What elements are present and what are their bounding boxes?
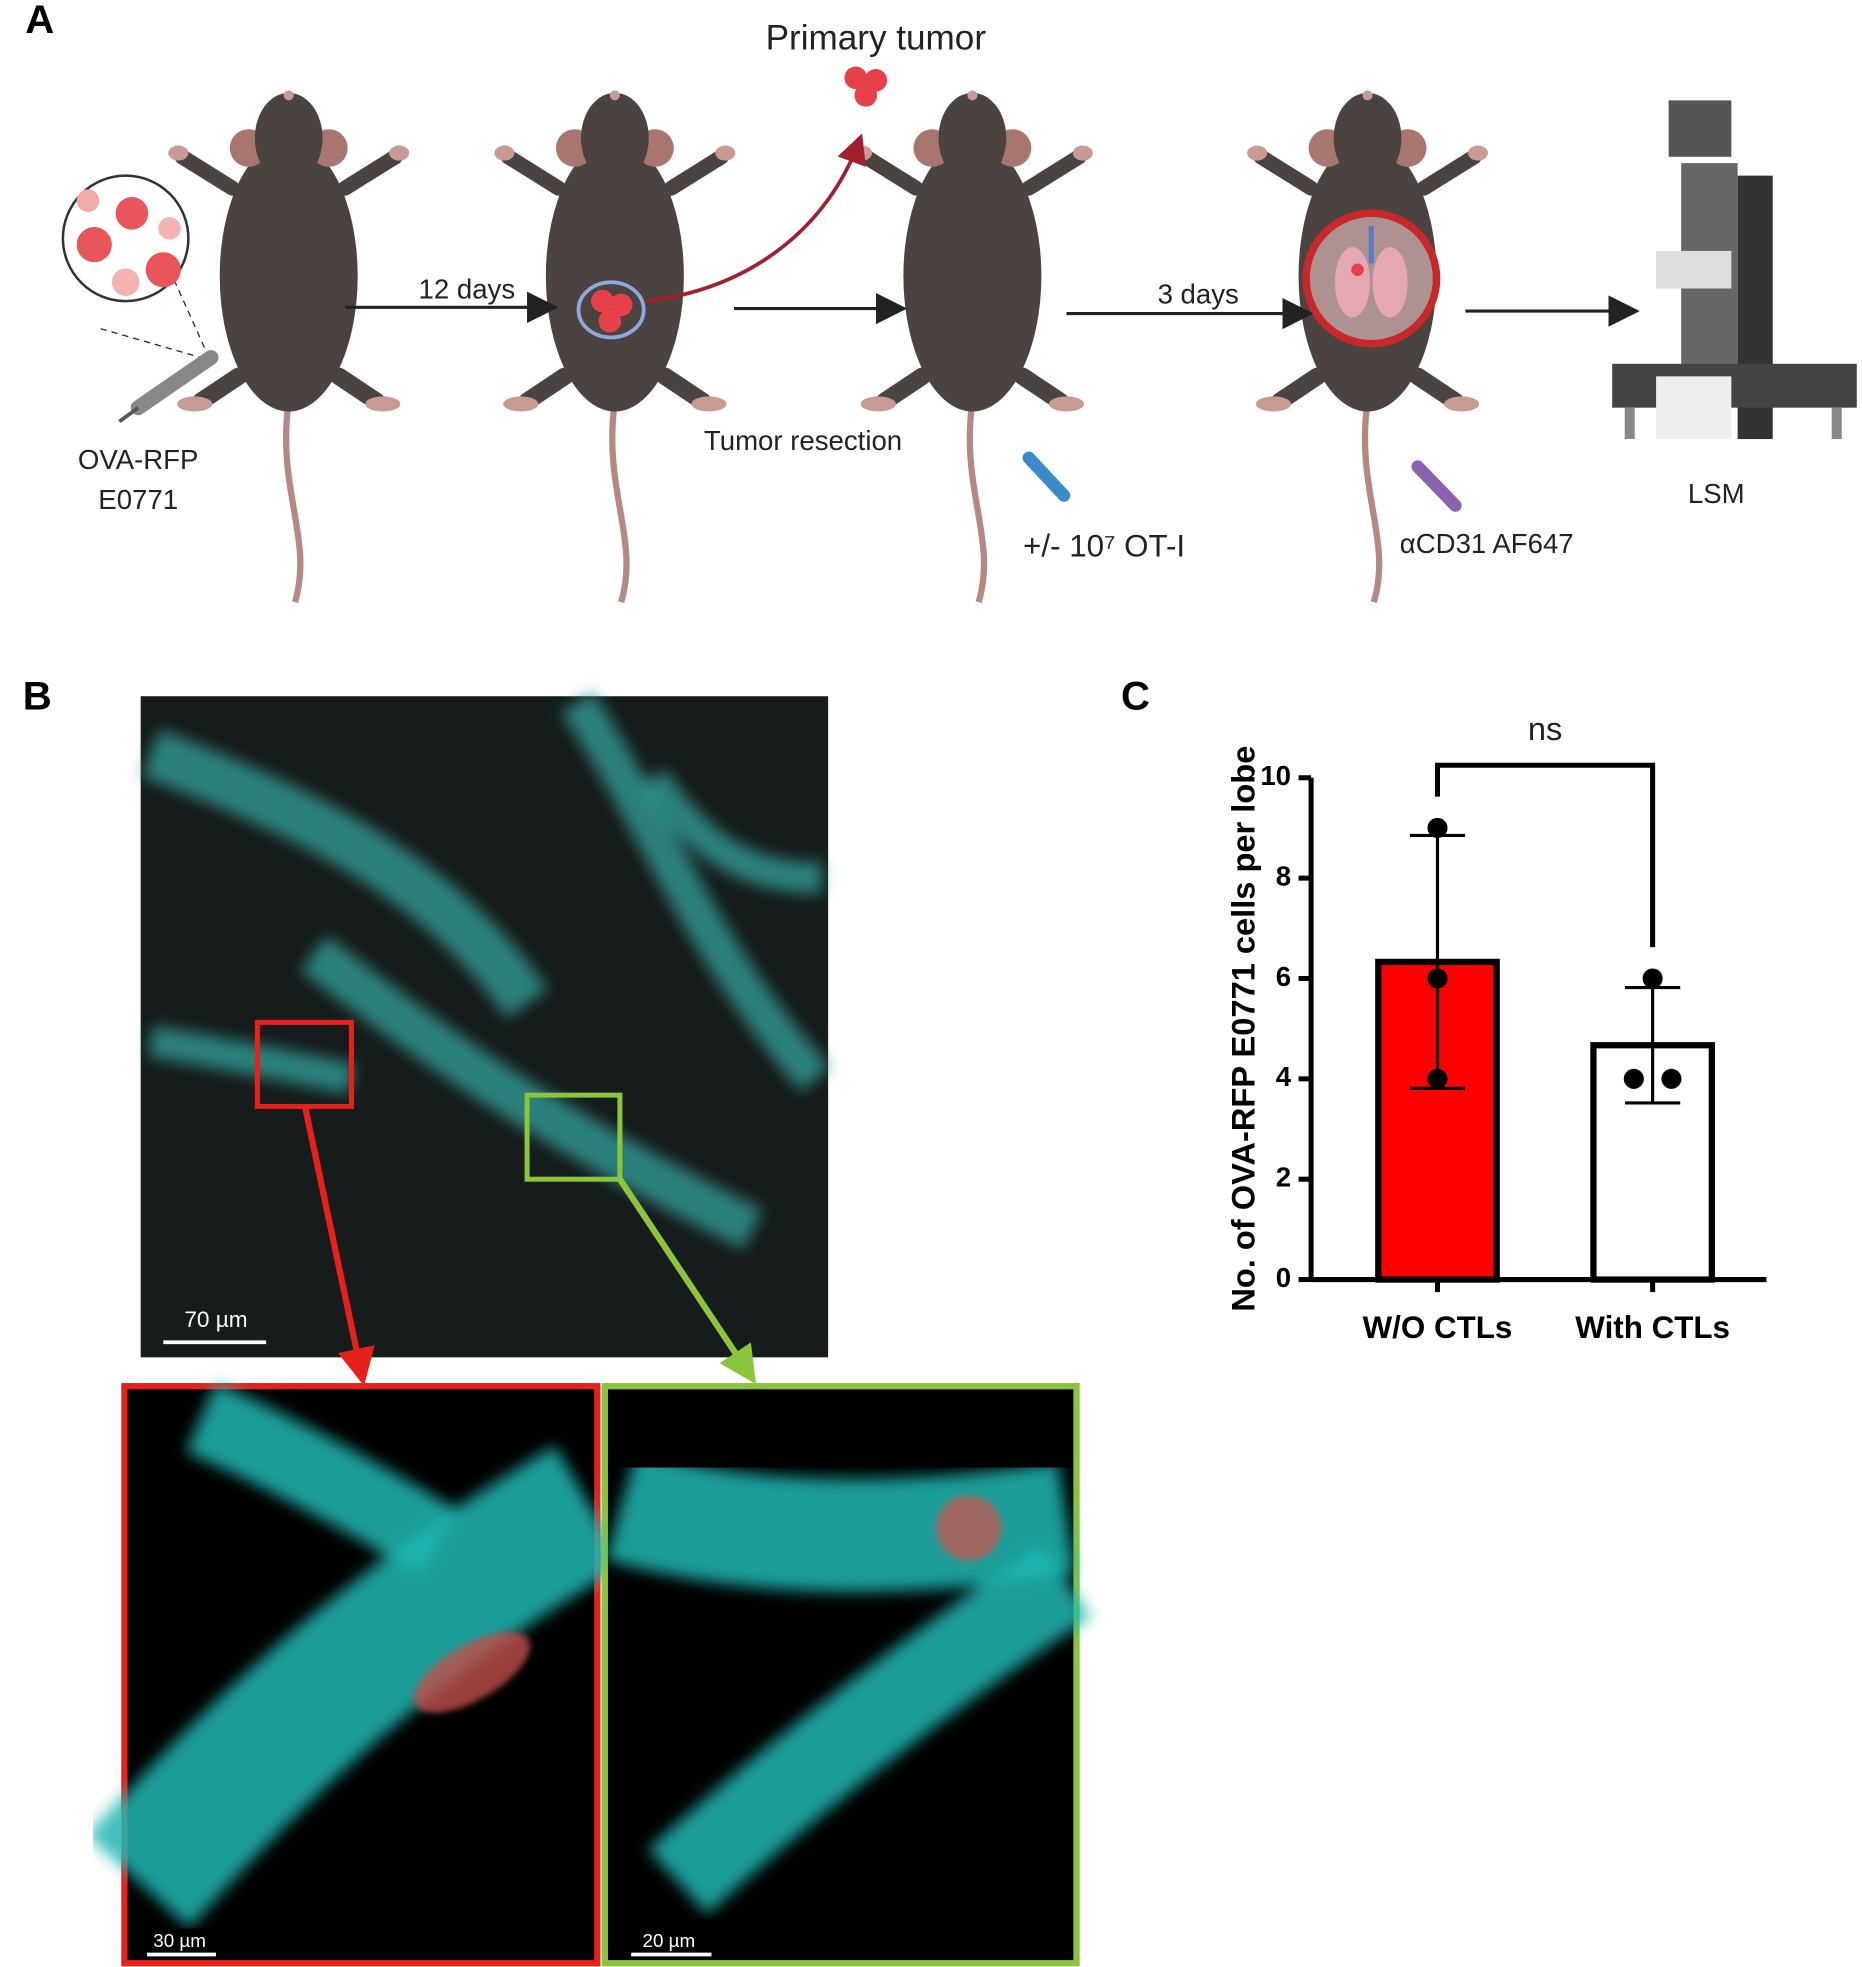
zoom-box xyxy=(524,1092,623,1182)
data-point xyxy=(1427,968,1448,989)
microscope xyxy=(1612,100,1857,440)
label: αCD31 AF647 xyxy=(1400,528,1574,559)
arrow xyxy=(301,1105,375,1386)
label: E0771 xyxy=(98,484,178,515)
mouse xyxy=(494,90,735,602)
mouse xyxy=(852,90,1093,602)
label: 3 days xyxy=(1158,278,1239,309)
tumor xyxy=(576,66,888,340)
bar-chart: No. of OVA-RFP E0771 cells per lobe 0 2 4 6… xyxy=(1224,710,1767,1345)
panel-label: B xyxy=(23,673,52,718)
microscopy: 70 µm 30 µm 20 µm xyxy=(86,692,1091,1967)
panel-label: A xyxy=(25,0,54,42)
data-point xyxy=(1623,1068,1644,1089)
label: +/- 10⁷ OT-I xyxy=(1023,528,1185,563)
label: Primary tumor xyxy=(766,18,987,57)
label: 12 days xyxy=(419,273,516,304)
panel-label: C xyxy=(1121,673,1150,718)
y-tick-label: 8 xyxy=(1276,860,1291,891)
cell-inset xyxy=(61,174,208,359)
x-tick-label: W/O CTLs xyxy=(1363,1310,1513,1345)
scale-label: 30 µm xyxy=(153,1930,206,1951)
arrow xyxy=(617,1177,757,1385)
data-point xyxy=(1661,1068,1682,1089)
label: Tumor resection xyxy=(704,425,902,456)
y-axis-label: No. of OVA-RFP E0771 cells per lobe xyxy=(1224,746,1261,1312)
lungs xyxy=(1302,209,1441,348)
y-tick-label: 10 xyxy=(1260,760,1291,791)
syringe xyxy=(118,349,1462,512)
scale-label: 20 µm xyxy=(643,1930,696,1951)
y-tick-label: 2 xyxy=(1276,1161,1291,1192)
data-point xyxy=(1642,968,1663,989)
data-point xyxy=(1427,817,1448,838)
significance-bracket xyxy=(1434,762,1656,948)
x-tick-label: With CTLs xyxy=(1575,1310,1730,1345)
y-tick-label: 0 xyxy=(1276,1262,1291,1293)
workflow: OVA-RFP E0771 12 days Primary tumor Tumo… xyxy=(61,18,1857,602)
y-tick-label: 4 xyxy=(1276,1061,1292,1092)
zoom-box xyxy=(254,1019,354,1109)
y-tick-label: 6 xyxy=(1276,961,1291,992)
scale-label: 70 µm xyxy=(184,1307,247,1332)
label: LSM xyxy=(1688,478,1745,509)
data-point xyxy=(1427,1068,1448,1089)
annotation: ns xyxy=(1528,710,1562,747)
label: OVA-RFP xyxy=(78,444,199,475)
